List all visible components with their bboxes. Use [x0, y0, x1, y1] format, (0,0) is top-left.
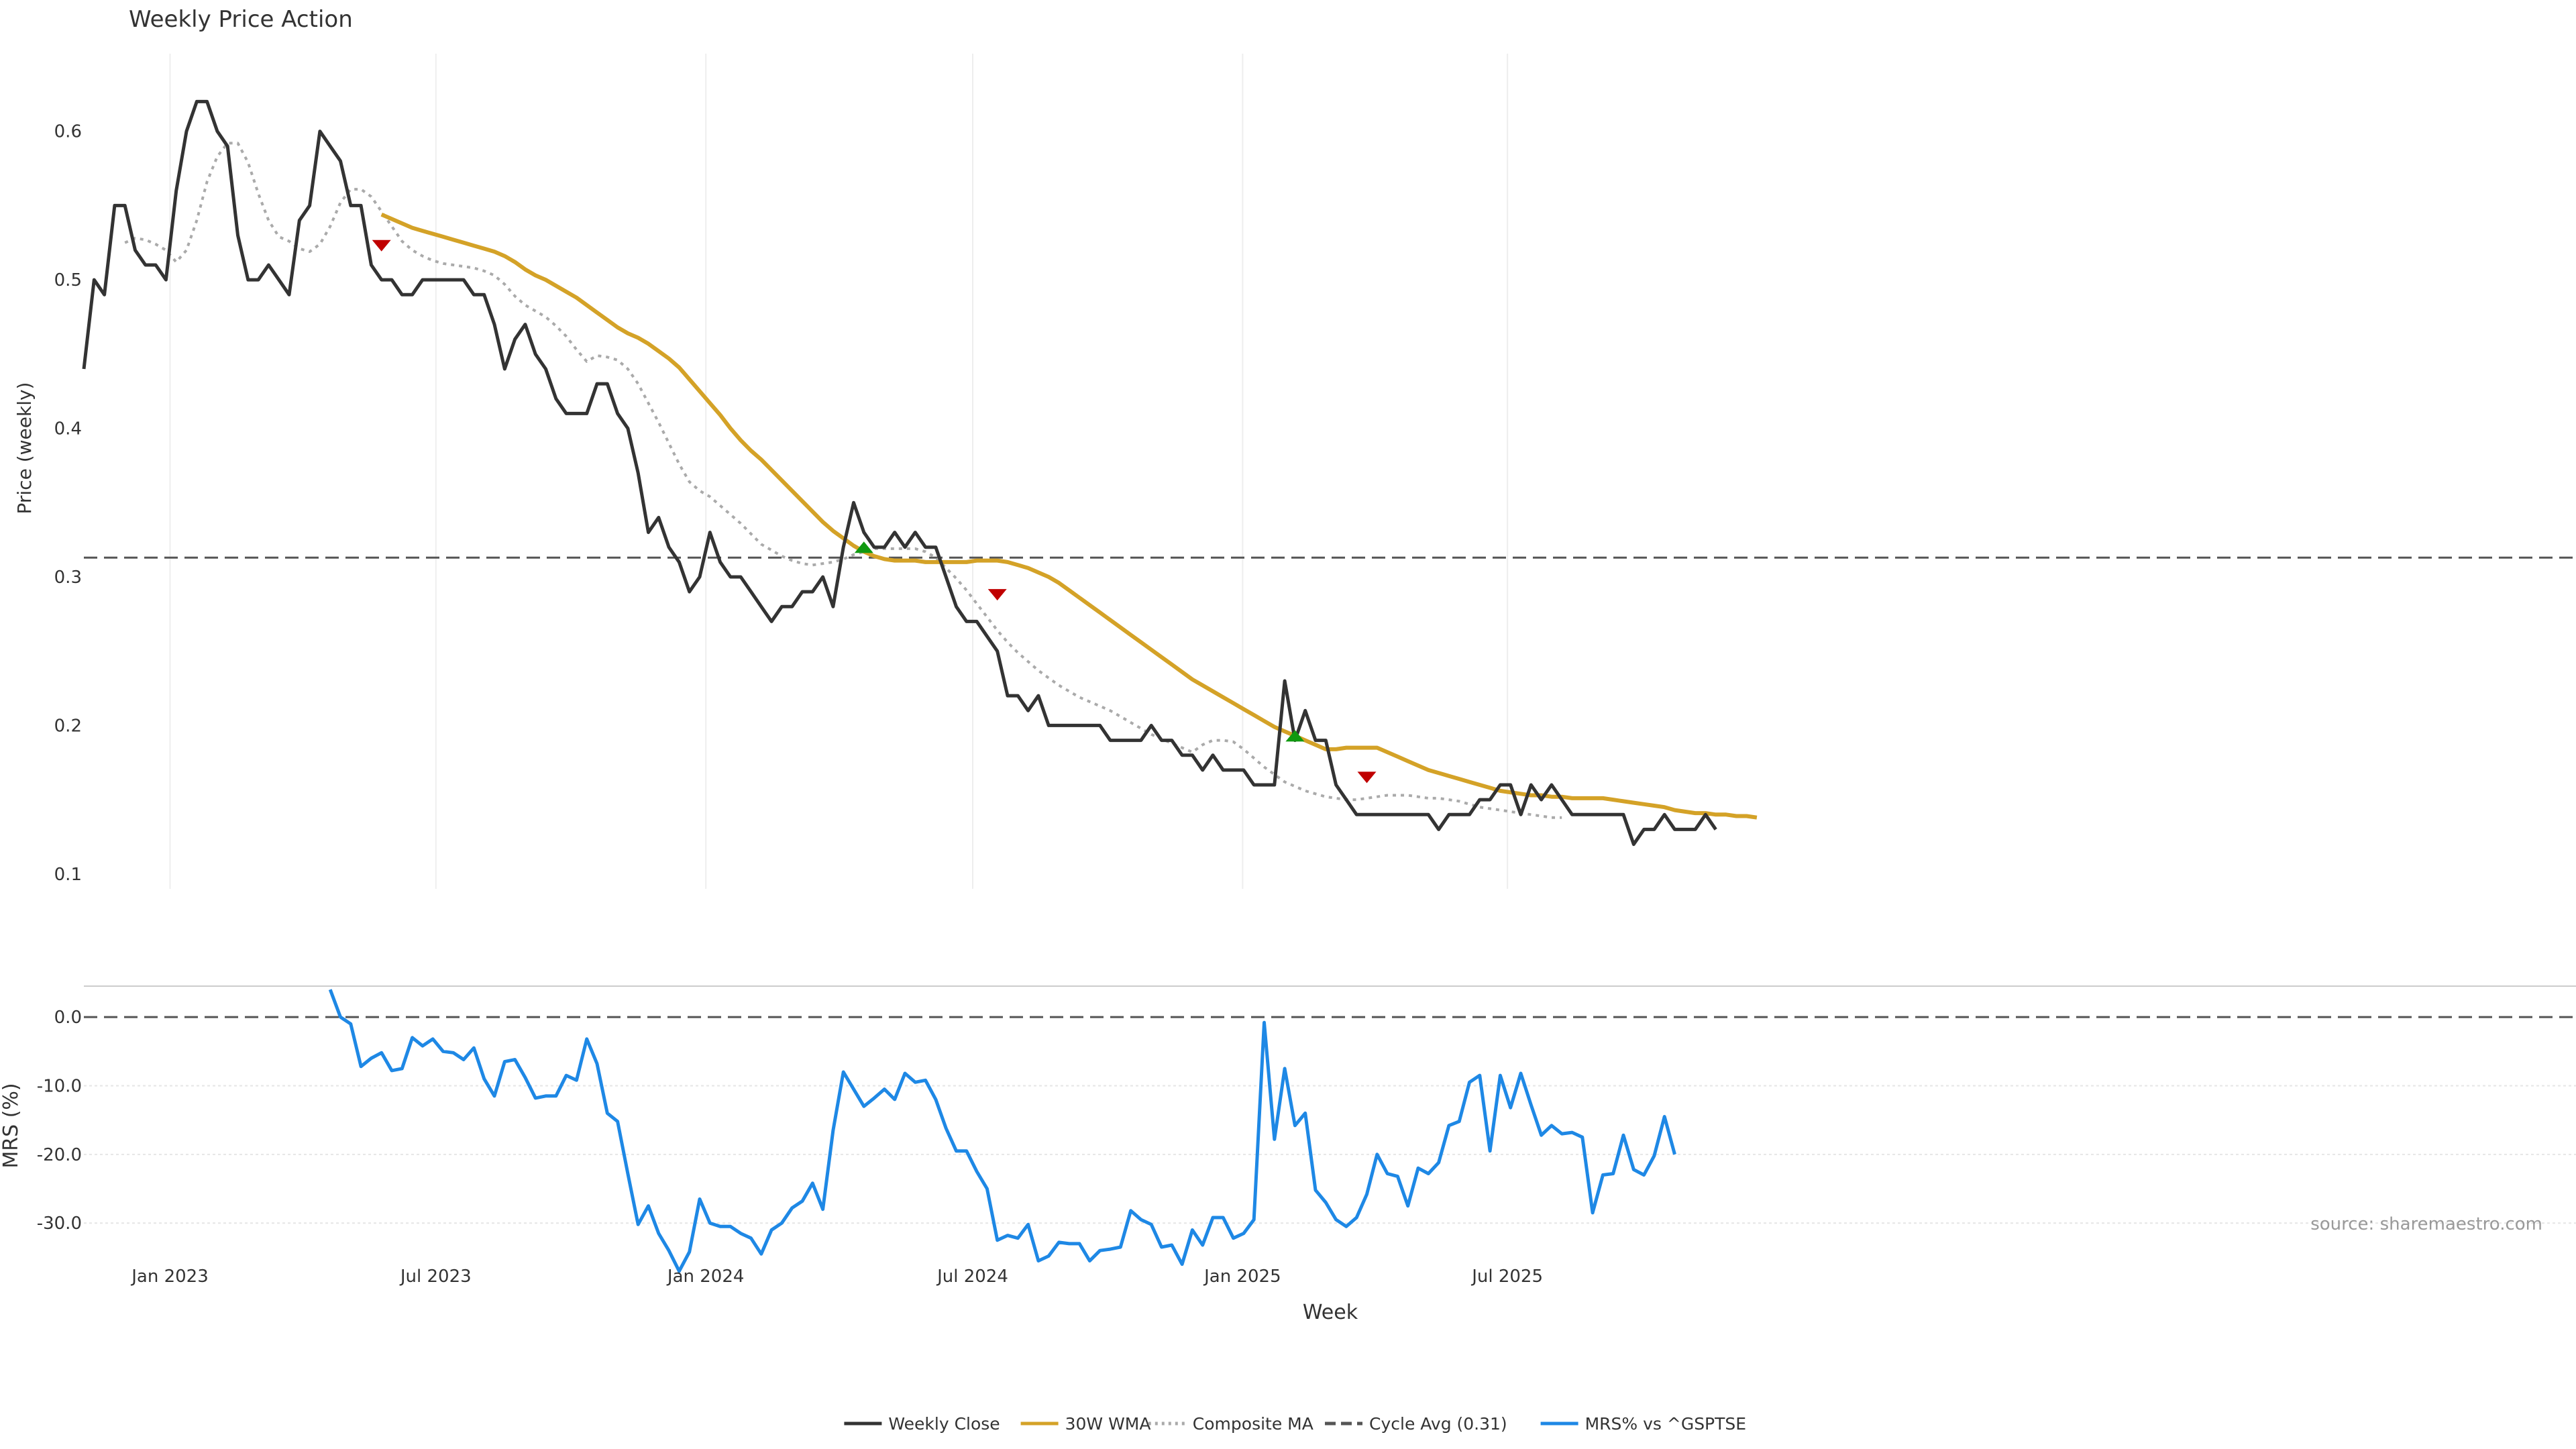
- mrs-y-tick-4: -30.0: [37, 1214, 82, 1234]
- price-y-tick-0-5: 0.5: [54, 270, 82, 290]
- x-tick-jan-2023: Jan 2023: [130, 1267, 209, 1287]
- mrs-line: [328, 989, 1676, 1273]
- buy-signal-marker-2: [854, 541, 873, 553]
- price-y-tick-0-3: 0.3: [54, 568, 82, 588]
- legend-label-mrs-vs-gsptse: MRS% vs ^GSPTSE: [1585, 1414, 1746, 1434]
- price-y-tick-0-2: 0.2: [54, 716, 82, 736]
- legend-item-cycle-avg-0-31: Cycle Avg (0.31): [1325, 1414, 1507, 1434]
- mrs-panel: 0.0 -10.0 -20.0 -30.0 MRS (%) source: share…: [0, 985, 2576, 1324]
- legend-label-30w-wma: 30W WMA: [1065, 1414, 1151, 1434]
- signal-markers: [372, 239, 1377, 784]
- x-tick-jul-2023: Jul 2023: [399, 1267, 472, 1287]
- sell-signal-marker-5: [1357, 771, 1377, 784]
- mrs-y-tick-2: -10.0: [37, 1076, 82, 1096]
- price-panel: 0.1 0.2 0.3 0.4 0.5 0.6 Price (weekly): [13, 54, 2576, 889]
- x-axis-ticks: Jan 2023 Jul 2023 Jan 2024 Jul 2024 Jan 2025…: [130, 1267, 1543, 1287]
- sell-signal-marker-3: [987, 589, 1007, 601]
- price-y-tick-0-6: 0.6: [54, 122, 82, 142]
- price-y-tick-0-4: 0.4: [54, 419, 82, 439]
- chart-title: Weekly Price Action: [129, 6, 353, 33]
- price-vertical-gridlines: [169, 54, 1509, 889]
- legend-label-weekly-close: Weekly Close: [888, 1414, 1000, 1434]
- price-y-tick-0-1: 0.1: [54, 865, 82, 885]
- composite-ma-line: [124, 142, 1562, 819]
- legend-item-composite-ma: Composite MA: [1148, 1414, 1313, 1434]
- legend: Weekly Close 30W WMA Composite MA Cycle Avg…: [844, 1414, 1746, 1434]
- mrs-y-axis-ticks: 0.0 -10.0 -20.0 -30.0: [37, 1008, 82, 1234]
- x-tick-jul-2025: Jul 2025: [1470, 1267, 1543, 1287]
- buy-signal-marker-4: [1285, 730, 1305, 742]
- x-tick-jan-2025: Jan 2025: [1203, 1267, 1281, 1287]
- mrs-y-tick-1: 0.0: [54, 1008, 82, 1028]
- price-y-axis-ticks: 0.1 0.2 0.3 0.4 0.5 0.6: [54, 122, 82, 885]
- mrs-y-tick-3: -20.0: [37, 1145, 82, 1165]
- legend-label-composite-ma: Composite MA: [1193, 1414, 1313, 1434]
- legend-item-weekly-close: Weekly Close: [844, 1414, 1000, 1434]
- legend-item-mrs-vs-gsptse: MRS% vs ^GSPTSE: [1540, 1414, 1746, 1434]
- x-axis-label: Week: [1303, 1301, 1358, 1324]
- legend-label-cycle-avg-0-31: Cycle Avg (0.31): [1369, 1414, 1507, 1434]
- weekly-close-line: [82, 99, 1717, 847]
- x-tick-jan-2024: Jan 2024: [666, 1267, 745, 1287]
- sell-signal-marker-1: [372, 239, 391, 252]
- source-note: source: sharemaestro.com: [2310, 1214, 2542, 1234]
- mrs-y-axis-label: MRS (%): [0, 1083, 23, 1168]
- legend-item-30w-wma: 30W WMA: [1020, 1414, 1151, 1434]
- price-y-axis-label: Price (weekly): [13, 382, 36, 515]
- x-tick-jul-2024: Jul 2024: [936, 1267, 1008, 1287]
